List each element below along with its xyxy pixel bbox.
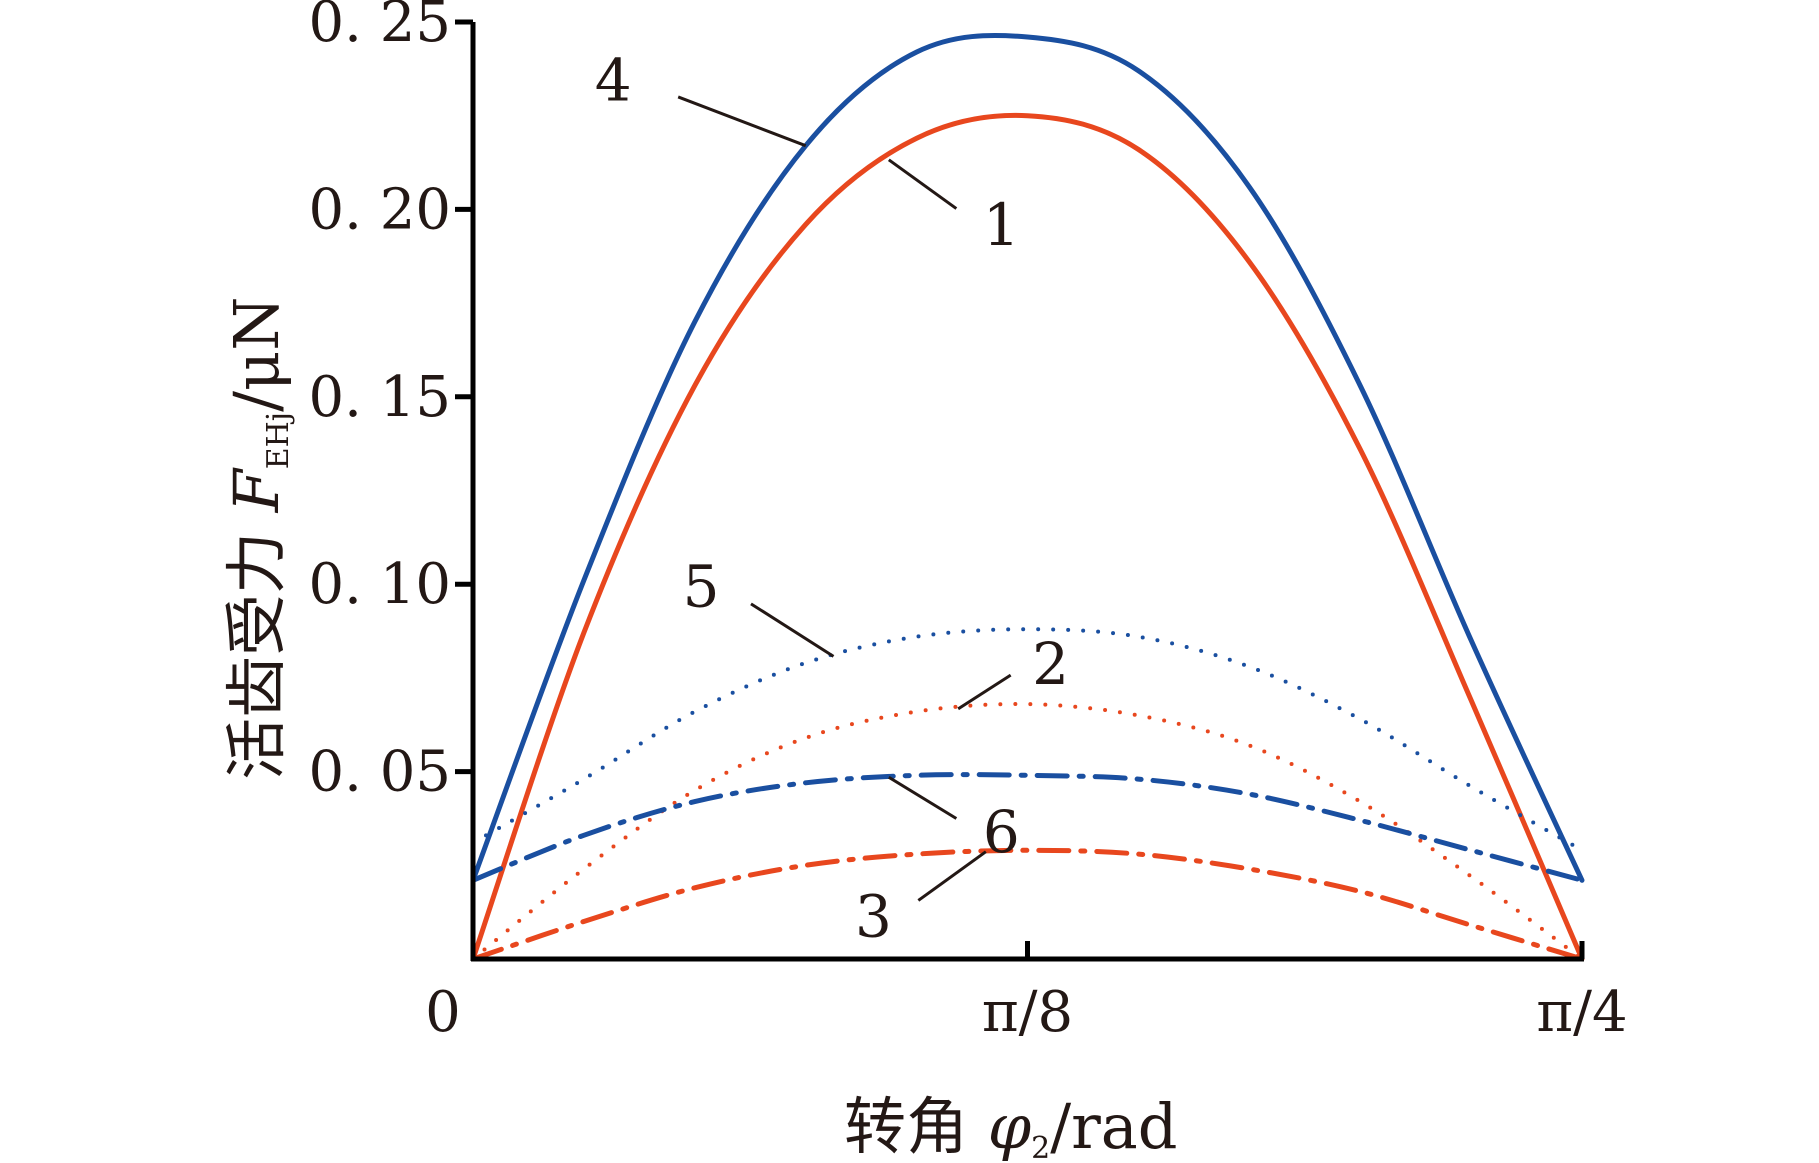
y-axis-title-prefix: 活齿受力 xyxy=(220,512,293,780)
y-axis-title-symbol: F xyxy=(220,467,293,513)
x-axis-title-symbol: φ xyxy=(988,1090,1032,1163)
series-5-line xyxy=(471,627,1584,853)
annotation-leader-4 xyxy=(677,95,807,148)
y-axis-title-unit: /μN xyxy=(220,296,293,411)
series-4-line xyxy=(470,32,1585,883)
x-tick-label: π/8 xyxy=(982,980,1073,1045)
series-3-line xyxy=(470,847,1585,962)
annotation-label-1: 1 xyxy=(983,191,1020,259)
x-tick-label: π/4 xyxy=(1536,980,1627,1045)
annotation-leader-1 xyxy=(887,158,958,210)
x-axis-title-prefix: 转角 xyxy=(844,1090,988,1163)
x-axis-title: 转角 φ2/rad xyxy=(844,1090,1177,1163)
y-tick-label: 0. 20 xyxy=(309,177,452,242)
annotation-label-4: 4 xyxy=(595,47,632,115)
series-layer xyxy=(470,32,1585,962)
y-tick-label: 0. 05 xyxy=(309,740,452,805)
y-tick-label: 0. 25 xyxy=(309,0,452,55)
annotation-leader-6 xyxy=(888,775,958,820)
y-tick-label: 0. 10 xyxy=(309,552,452,617)
annotation-layer: 4 1 5 2 6 3 xyxy=(595,47,1069,951)
annotation-label-2: 2 xyxy=(1032,630,1069,698)
axes-layer xyxy=(470,22,1584,962)
series-6-line xyxy=(470,772,1585,883)
y-axis-title-subscript: EHj xyxy=(261,412,296,469)
annotation-label-5: 5 xyxy=(683,552,720,620)
annotation-leader-3 xyxy=(917,850,987,902)
x-axis-title-subscript: 2 xyxy=(1031,1131,1050,1163)
annotation-label-6: 6 xyxy=(983,798,1020,866)
annotation-leader-5 xyxy=(750,602,835,658)
y-axis-title: 活齿受力 FEHj/μN xyxy=(220,296,296,780)
annotation-leader-2 xyxy=(957,673,1012,711)
x-axis-title-unit: /rad xyxy=(1050,1090,1177,1163)
x-tick-label: 0 xyxy=(425,980,461,1045)
series-1-line xyxy=(470,112,1585,962)
ticks-layer: 0 π/8 π/4 0. 05 0. 10 0. 15 0. 20 0. 25 xyxy=(309,0,1628,1045)
annotation-label-3: 3 xyxy=(855,883,892,951)
y-tick-label: 0. 15 xyxy=(309,365,452,430)
